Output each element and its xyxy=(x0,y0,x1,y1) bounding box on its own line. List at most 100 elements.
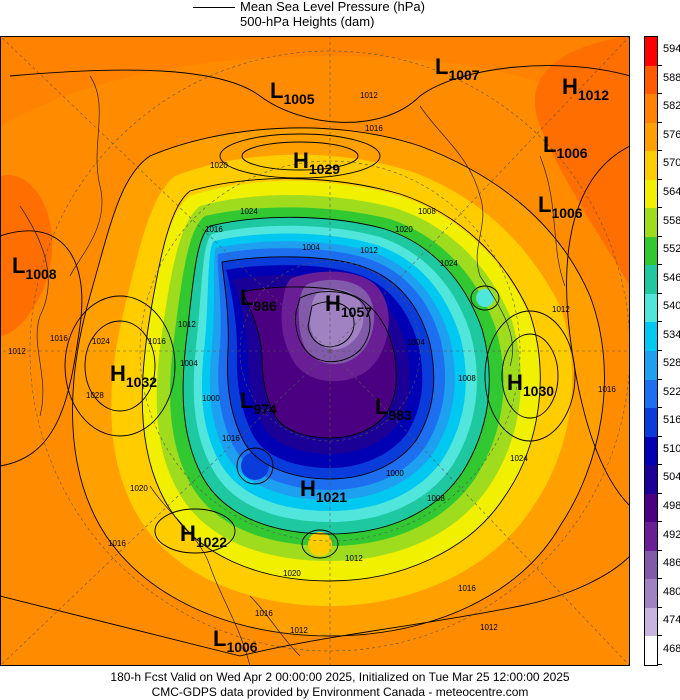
isobar-label: 1016 xyxy=(148,337,166,346)
colorbar xyxy=(644,36,658,666)
colorbar-swatch xyxy=(645,493,657,523)
isobar-label: 1020 xyxy=(130,484,148,493)
isobar-label: 1016 xyxy=(365,124,383,133)
colorbar-swatch xyxy=(645,37,657,67)
isobar-label: 1000 xyxy=(202,394,220,403)
colorbar-tick-label: 468 xyxy=(663,642,680,655)
isobar-labels: 1012 1016 1020 1024 1008 1004 1012 1016 … xyxy=(8,91,616,635)
colorbar-tick-label: 564 xyxy=(663,186,680,198)
colorbar-tick xyxy=(658,606,662,608)
isobar-label: 1004 xyxy=(407,338,425,347)
low-pressure-marker: L1005 xyxy=(270,78,315,107)
colorbar-swatch xyxy=(645,465,657,495)
isobar-label: 1020 xyxy=(395,225,413,234)
colorbar-swatch xyxy=(645,436,657,466)
colorbar-tick xyxy=(658,578,662,580)
forecast-valid-text: 180-h Fcst Valid on Wed Apr 2 00:00:00 2… xyxy=(110,670,570,684)
colorbar-tick-label: 582 xyxy=(663,100,680,113)
colorbar-tick-label: 504 xyxy=(663,471,680,484)
lat-lon-grid xyxy=(0,36,630,666)
isobar-label: 1020 xyxy=(210,161,228,170)
height-field-low-s xyxy=(308,532,332,556)
isobar-label: 1012 xyxy=(480,623,498,632)
height-field-low-e xyxy=(476,289,494,307)
isobar-label: 1004 xyxy=(302,243,320,252)
colorbar-tick-label: 510 xyxy=(663,442,680,455)
map-border xyxy=(0,36,630,666)
colorbar-swatch xyxy=(645,179,657,209)
colorbar-tick xyxy=(658,178,662,180)
weather-map: 1012 1016 1020 1024 1008 1004 1012 1016 … xyxy=(0,36,630,666)
isobar-label: 1020 xyxy=(283,569,301,578)
high-pressure-marker: H1012 xyxy=(562,74,609,103)
colorbar-tick-label: 528 xyxy=(663,357,680,370)
high-pressure-marker: H1030 xyxy=(507,370,554,399)
height-field-480 xyxy=(310,289,364,350)
colorbar-tick xyxy=(658,435,662,437)
colorbar-tick xyxy=(658,464,662,466)
high-pressure-marker: H1057 xyxy=(325,291,372,320)
isobar-label: 1012 xyxy=(360,91,378,100)
low-pressure-marker: L1008 xyxy=(12,253,57,282)
colorbar-swatch xyxy=(645,122,657,152)
colorbar-swatch xyxy=(645,322,657,352)
colorbar-tick xyxy=(658,378,662,380)
colorbar-tick-label: 498 xyxy=(663,500,680,512)
colorbar-swatch xyxy=(645,522,657,552)
height-field-low-sw xyxy=(241,452,269,480)
height-field-north xyxy=(0,36,630,126)
low-pressure-marker: L983 xyxy=(375,394,412,423)
colorbar-tick xyxy=(658,264,662,266)
isobar-label: 1012 xyxy=(290,626,308,635)
colorbar-tick xyxy=(658,407,662,409)
isobar-label: 1012 xyxy=(360,246,378,255)
colorbar-tick-label: 570 xyxy=(663,157,680,170)
colorbar-tick xyxy=(658,93,662,95)
isobar-label: 1028 xyxy=(86,391,104,400)
colorbar-swatch xyxy=(645,65,657,95)
colorbar-tick-label: 480 xyxy=(663,585,680,598)
isobar-label: 1024 xyxy=(440,259,458,268)
isobar-label: 1012 xyxy=(8,347,26,356)
isobar-label: 1000 xyxy=(386,469,404,478)
colorbar-tick xyxy=(658,207,662,209)
colorbar-tick-label: 522 xyxy=(663,385,680,398)
legend-header: Mean Sea Level Pressure (hPa) 500-hPa He… xyxy=(0,0,680,36)
colorbar-tick-label: 540 xyxy=(663,300,680,313)
isobar-legend-line xyxy=(193,7,235,8)
colorbar-tick-label: 594 xyxy=(663,43,680,56)
legend-pressure-label: Mean Sea Level Pressure (hPa) xyxy=(240,0,425,14)
colorbar-swatch xyxy=(645,208,657,238)
isobar-label: 1016 xyxy=(222,434,240,443)
colorbar-tick-label: 588 xyxy=(663,71,680,84)
isobar-label: 1012 xyxy=(345,554,363,563)
colorbar-tick xyxy=(658,549,662,551)
colorbar-tick xyxy=(658,235,662,237)
legend-heights-label: 500-hPa Heights (dam) xyxy=(240,14,375,29)
colorbar-tick-label: 534 xyxy=(663,328,680,341)
isobar-label: 1024 xyxy=(240,207,258,216)
isobar-label: 1012 xyxy=(178,320,196,329)
high-pressure-marker: H1032 xyxy=(110,361,157,390)
colorbar-swatch xyxy=(645,636,657,666)
colorbar-tick-label: 516 xyxy=(663,414,680,427)
pressure-systems: L1005 L1007 H1012 H1029 L1006 L1006 L100… xyxy=(12,54,609,655)
isobar-label: 1016 xyxy=(205,225,223,234)
colorbar-tick xyxy=(658,321,662,323)
colorbar-tick-label: 546 xyxy=(663,271,680,284)
colorbar-swatch xyxy=(645,236,657,266)
high-pressure-marker: H1021 xyxy=(300,476,347,505)
colorbar-tick-label: 486 xyxy=(663,557,680,570)
isobar-label: 1016 xyxy=(598,385,616,394)
colorbar-tick xyxy=(658,150,662,152)
isobar-label: 1008 xyxy=(427,494,445,503)
low-pressure-marker: L1006 xyxy=(538,192,583,221)
isobar-label: 1016 xyxy=(50,334,68,343)
high-pressure-marker: H1029 xyxy=(293,148,340,177)
colorbar-swatch xyxy=(645,408,657,438)
colorbar-tick xyxy=(658,664,662,665)
colorbar-tick-label: 558 xyxy=(663,214,680,227)
colorbar-tick xyxy=(658,492,662,494)
colorbar-swatch xyxy=(645,579,657,609)
low-pressure-marker: L986 xyxy=(240,285,277,314)
